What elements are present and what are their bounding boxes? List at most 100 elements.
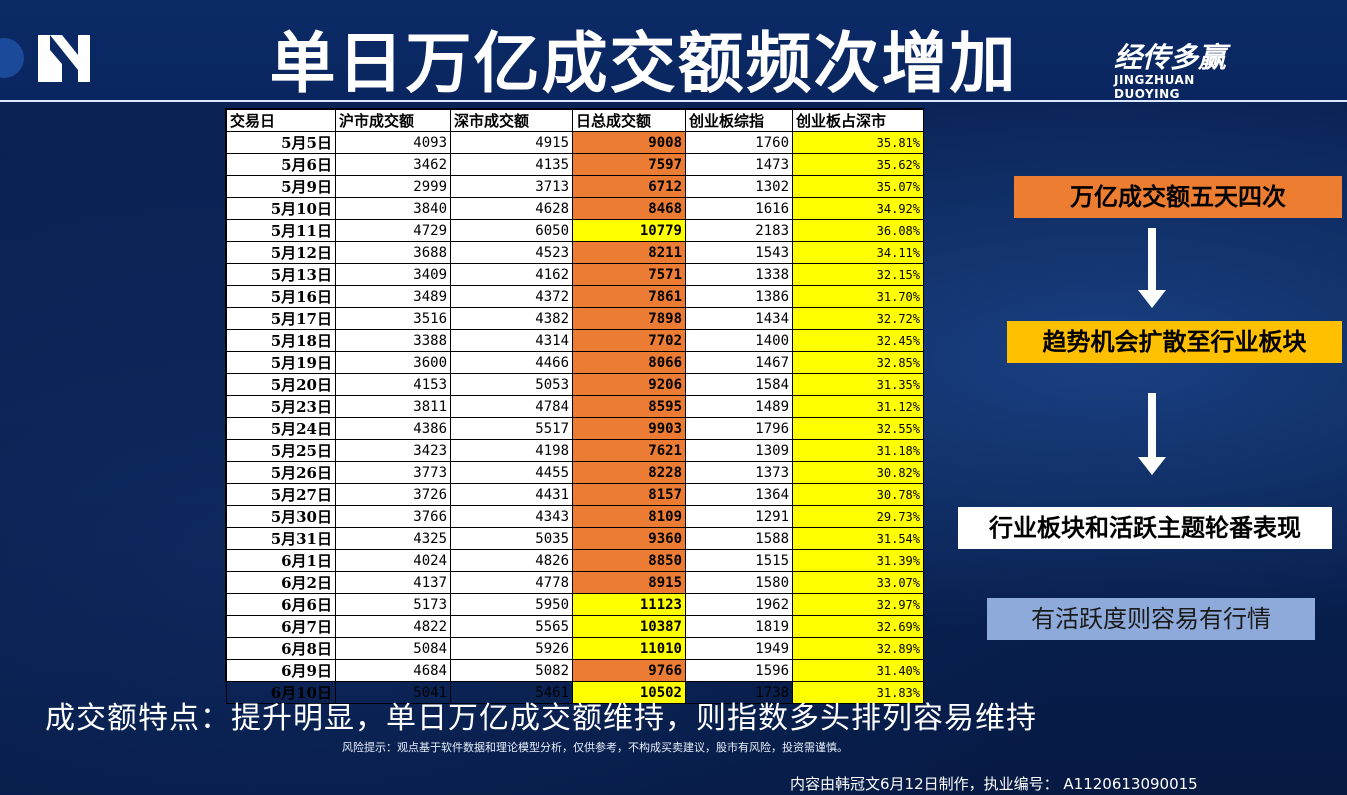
table-cell: 31.54% [792, 527, 924, 550]
table-cell: 30.82% [792, 461, 924, 484]
table-cell: 1291 [685, 505, 793, 528]
table-cell: 1819 [685, 615, 793, 638]
table-cell: 10502 [572, 681, 686, 704]
table-row: 6月9日 4684 5082 9766 1596 31.40% [226, 659, 924, 682]
table-cell: 6712 [572, 175, 686, 198]
risk-disclaimer: 风险提示：观点基于软件数据和理论模型分析，仅供参考，不构成买卖建议，股市有风险，… [342, 741, 848, 754]
table-cell: 4162 [450, 263, 573, 286]
table-cell: 5082 [450, 659, 573, 682]
turnover-table: 交易日 沪市成交额 深市成交额 日总成交额 创业板综指 创业板占深市 5月5日 4093 49… [225, 108, 924, 704]
table-cell: 35.07% [792, 175, 924, 198]
table-cell: 32.15% [792, 263, 924, 286]
table-cell: 4314 [450, 329, 573, 352]
table-cell: 1515 [685, 549, 793, 572]
table-row: 6月8日 5084 5926 11010 1949 32.89% [226, 637, 924, 660]
table-row: 6月10日 5041 5461 10502 1738 31.83% [226, 681, 924, 704]
table-cell: 5月11日 [226, 219, 336, 242]
table-cell: 3811 [335, 395, 451, 418]
table-cell: 2999 [335, 175, 451, 198]
table-cell: 5月6日 [226, 153, 336, 176]
table-cell: 30.78% [792, 483, 924, 506]
table-cell: 5月18日 [226, 329, 336, 352]
table-cell: 32.55% [792, 417, 924, 440]
table-cell: 3840 [335, 197, 451, 220]
table-cell: 4523 [450, 241, 573, 264]
table-cell: 8211 [572, 241, 686, 264]
table-cell: 34.92% [792, 197, 924, 220]
table-cell: 1373 [685, 461, 793, 484]
table-cell: 4024 [335, 549, 451, 572]
table-cell: 5月9日 [226, 175, 336, 198]
column-header: 创业板综指 [685, 109, 793, 132]
table-cell: 1796 [685, 417, 793, 440]
table-cell: 5173 [335, 593, 451, 616]
column-header: 沪市成交额 [335, 109, 451, 132]
table-cell: 3462 [335, 153, 451, 176]
table-cell: 31.18% [792, 439, 924, 462]
table-cell: 4135 [450, 153, 573, 176]
table-cell: 5565 [450, 615, 573, 638]
table-cell: 5月17日 [226, 307, 336, 330]
table-cell: 32.97% [792, 593, 924, 616]
table-cell: 4915 [450, 131, 573, 154]
brand-name-en: JINGZHUAN DUOYING [1114, 73, 1195, 101]
table-cell: 7898 [572, 307, 686, 330]
table-row: 5月18日 3388 4314 7702 1400 32.45% [226, 329, 924, 352]
table-cell: 33.07% [792, 571, 924, 594]
table-cell: 6月1日 [226, 549, 336, 572]
table-cell: 10779 [572, 219, 686, 242]
table-cell: 31.40% [792, 659, 924, 682]
table-cell: 3516 [335, 307, 451, 330]
brand-name: 经传多赢 [1114, 41, 1227, 74]
table-cell: 9360 [572, 527, 686, 550]
table-cell: 9206 [572, 373, 686, 396]
table-row: 5月13日 3409 4162 7571 1338 32.15% [226, 263, 924, 286]
table-cell: 1364 [685, 483, 793, 506]
table-cell: 4386 [335, 417, 451, 440]
table-cell: 7621 [572, 439, 686, 462]
table-cell: 34.11% [792, 241, 924, 264]
table-cell: 7597 [572, 153, 686, 176]
table-row: 6月7日 4822 5565 10387 1819 32.69% [226, 615, 924, 638]
table-cell: 9008 [572, 131, 686, 154]
table-cell: 4372 [450, 285, 573, 308]
table-cell: 9903 [572, 417, 686, 440]
table-cell: 35.81% [792, 131, 924, 154]
table-row: 5月6日 3462 4135 7597 1473 35.62% [226, 153, 924, 176]
down-arrow-icon [1138, 393, 1166, 475]
table-cell: 4382 [450, 307, 573, 330]
table-cell: 29.73% [792, 505, 924, 528]
table-row: 5月19日 3600 4466 8066 1467 32.85% [226, 351, 924, 374]
table-cell: 3726 [335, 483, 451, 506]
column-header: 创业板占深市 [792, 109, 924, 132]
table-cell: 6050 [450, 219, 573, 242]
table-cell: 4826 [450, 549, 573, 572]
table-cell: 36.08% [792, 219, 924, 242]
table-cell: 3766 [335, 505, 451, 528]
table-cell: 1949 [685, 637, 793, 660]
table-row: 5月23日 3811 4784 8595 1489 31.12% [226, 395, 924, 418]
table-cell: 6月2日 [226, 571, 336, 594]
table-cell: 5517 [450, 417, 573, 440]
table-row: 5月20日 4153 5053 9206 1584 31.35% [226, 373, 924, 396]
table-cell: 1302 [685, 175, 793, 198]
table-cell: 3688 [335, 241, 451, 264]
table-cell: 6月9日 [226, 659, 336, 682]
table-cell: 31.39% [792, 549, 924, 572]
table-cell: 5月31日 [226, 527, 336, 550]
table-cell: 10387 [572, 615, 686, 638]
table-cell: 1760 [685, 131, 793, 154]
table-cell: 31.35% [792, 373, 924, 396]
column-header: 交易日 [226, 109, 336, 132]
table-cell: 1962 [685, 593, 793, 616]
table-cell: 4784 [450, 395, 573, 418]
table-cell: 8228 [572, 461, 686, 484]
table-cell: 3773 [335, 461, 451, 484]
table-cell: 1584 [685, 373, 793, 396]
table-cell: 1309 [685, 439, 793, 462]
table-cell: 5月13日 [226, 263, 336, 286]
table-cell: 32.69% [792, 615, 924, 638]
table-cell: 5月26日 [226, 461, 336, 484]
table-cell: 5月19日 [226, 351, 336, 374]
table-cell: 32.85% [792, 351, 924, 374]
